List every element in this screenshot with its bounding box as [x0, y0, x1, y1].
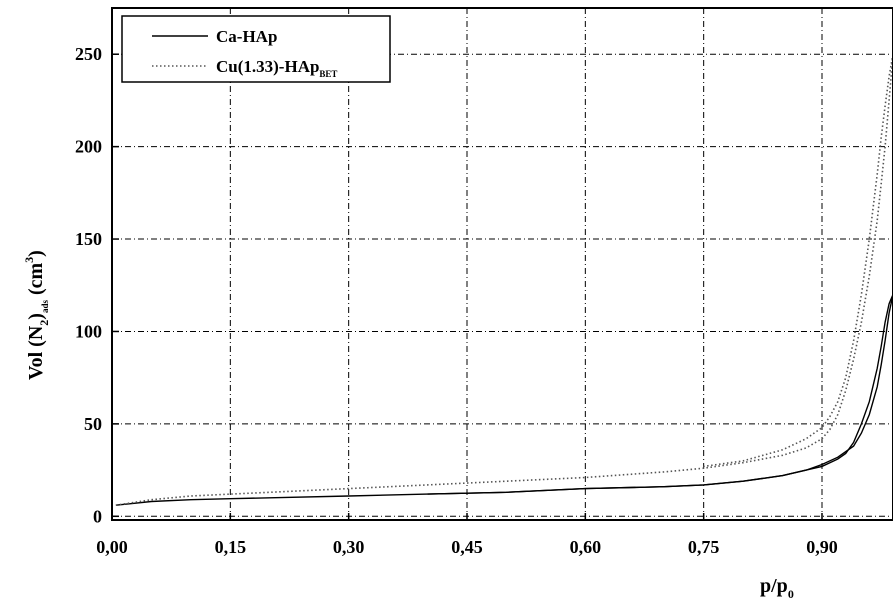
series-2-desorption-line — [703, 54, 893, 468]
x-axis-title: p/p0 — [760, 575, 794, 601]
plot-frame — [111, 7, 893, 521]
y-tick-label: 100 — [75, 321, 102, 341]
y-axis-title-sub2: ads — [40, 300, 50, 314]
y-tick-label: 0 — [93, 506, 102, 526]
y-axis-title-tail: (cm — [25, 262, 47, 300]
x-tick-label: 0,90 — [806, 537, 838, 557]
legend-label-series-2: Cu(1.33)-HApBET — [216, 57, 337, 79]
x-tick-label: 0,30 — [333, 537, 365, 557]
y-tick-label: 50 — [84, 414, 102, 434]
y-axis-title-mid: ) — [25, 313, 47, 320]
y-tick-label: 200 — [75, 137, 102, 157]
x-axis-title-main: p/p — [760, 575, 788, 597]
series-2-adsorption-line — [115, 54, 893, 506]
series-1-desorption-line — [427, 294, 893, 495]
legend: Ca-HAp Cu(1.33)-HApBET — [121, 15, 391, 83]
y-tick-label: 150 — [75, 229, 102, 249]
y-axis-title-end: ) — [25, 250, 47, 257]
x-tick-label: 0,60 — [570, 537, 602, 557]
series-layer — [115, 54, 893, 506]
x-tick-label: 0,15 — [215, 537, 247, 557]
grid-lines — [112, 8, 893, 520]
legend-label-series-2-sub: BET — [319, 69, 337, 79]
y-axis-title-sub1: 2 — [37, 320, 51, 326]
x-axis: 0,00 0,15 0,30 0,45 0,60 0,75 0,90 — [96, 513, 838, 557]
y-axis-title-sup: 3 — [22, 257, 36, 263]
legend-label-series-2-main: Cu(1.33)-HAp — [216, 57, 319, 76]
x-tick-label: 0,45 — [451, 537, 483, 557]
y-axis-title-main: Vol (N — [25, 325, 47, 380]
y-axis-title: Vol (N2)ads (cm3) — [22, 250, 51, 380]
y-tick-label: 250 — [75, 44, 102, 64]
series-1-adsorption-line — [115, 294, 893, 506]
x-tick-label: 0,75 — [688, 537, 720, 557]
legend-label-series-1: Ca-HAp — [216, 27, 277, 46]
y-axis: 0 50 100 150 200 250 — [75, 44, 119, 526]
legend-box — [121, 15, 391, 83]
x-tick-label: 0,00 — [96, 537, 128, 557]
x-axis-title-sub: 0 — [788, 587, 794, 601]
